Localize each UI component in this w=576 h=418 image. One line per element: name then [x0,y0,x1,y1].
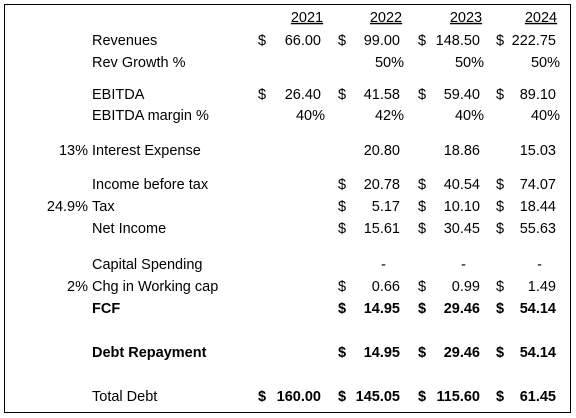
cell-value: 222.75 [512,33,556,49]
cell-value: 66.00 [285,33,321,49]
cell-value: 15.03 [520,143,556,159]
cell-value: 10.10 [444,199,480,215]
currency-sign: $ [496,33,504,49]
cell-value: 0.66 [372,279,400,295]
currency-sign: $ [496,389,504,405]
cell-value: - [461,257,466,273]
row-label: Rev Growth % [92,55,186,71]
currency-sign: $ [338,345,346,361]
cell-value: 160.00 [277,389,321,405]
currency-sign: $ [338,199,346,215]
cell-value: 15.61 [364,221,400,237]
cell-value: 115.60 [436,389,480,405]
row-label: Debt Repayment [92,345,207,361]
cell-value: 54.14 [520,301,556,317]
cell-value: 1.49 [528,279,556,295]
cell-value: 29.46 [444,301,480,317]
currency-sign: $ [338,389,346,405]
currency-sign: $ [418,177,426,193]
cell-value: - [537,257,542,273]
cell-value: 40% [296,108,325,124]
currency-sign: $ [258,389,266,405]
row-label: Tax [92,199,115,215]
cell-value: 50% [531,55,560,71]
cell-value: 50% [455,55,484,71]
cell-value: 74.07 [520,177,556,193]
row-label: FCF [92,301,120,317]
cell-value: 30.45 [444,221,480,237]
assumption: 13% [59,143,88,159]
cell-value: 40.54 [444,177,480,193]
cell-value: 14.95 [364,345,400,361]
cell-value: - [381,257,386,273]
currency-sign: $ [338,87,346,103]
cell-value: 89.10 [520,87,556,103]
cell-value: 18.86 [444,143,480,159]
cell-value: 29.46 [444,345,480,361]
currency-sign: $ [338,177,346,193]
cell-value: 26.40 [285,87,321,103]
table-border [4,4,571,413]
row-label: EBITDA [92,87,145,103]
currency-sign: $ [418,279,426,295]
currency-sign: $ [418,221,426,237]
currency-sign: $ [418,87,426,103]
assumption: 2% [67,279,88,295]
row-label: EBITDA margin % [92,108,209,124]
row-label: Chg in Working cap [92,279,218,295]
year-header: 2023 [450,10,482,26]
cell-value: 59.40 [444,87,480,103]
currency-sign: $ [496,345,504,361]
row-label: Capital Spending [92,257,202,273]
cell-value: 55.63 [520,221,556,237]
cell-value: 14.95 [364,301,400,317]
currency-sign: $ [418,345,426,361]
currency-sign: $ [496,279,504,295]
cell-value: 40% [531,108,560,124]
cell-value: 40% [455,108,484,124]
cell-value: 41.58 [364,87,400,103]
currency-sign: $ [496,177,504,193]
cell-value: 20.78 [364,177,400,193]
currency-sign: $ [418,301,426,317]
currency-sign: $ [418,33,426,49]
currency-sign: $ [338,33,346,49]
currency-sign: $ [496,301,504,317]
cell-value: 20.80 [364,143,400,159]
row-label: Net Income [92,221,166,237]
cell-value: 99.00 [364,33,400,49]
cell-value: 50% [375,55,404,71]
currency-sign: $ [338,279,346,295]
year-header: 2024 [525,10,557,26]
currency-sign: $ [258,33,266,49]
cell-value: 61.45 [520,389,556,405]
cell-value: 148.50 [436,33,480,49]
year-header: 2021 [291,10,323,26]
assumption: 24.9% [47,199,88,215]
currency-sign: $ [496,199,504,215]
year-header: 2022 [370,10,402,26]
cell-value: 18.44 [520,199,556,215]
row-label: Total Debt [92,389,157,405]
cell-value: 54.14 [520,345,556,361]
cell-value: 0.99 [452,279,480,295]
currency-sign: $ [258,87,266,103]
cell-value: 145.05 [356,389,400,405]
row-label: Revenues [92,33,157,49]
row-label: Interest Expense [92,143,201,159]
cell-value: 42% [375,108,404,124]
row-label: Income before tax [92,177,209,193]
currency-sign: $ [496,87,504,103]
currency-sign: $ [418,389,426,405]
currency-sign: $ [338,221,346,237]
currency-sign: $ [418,199,426,215]
cell-value: 5.17 [372,199,400,215]
currency-sign: $ [338,301,346,317]
currency-sign: $ [496,221,504,237]
